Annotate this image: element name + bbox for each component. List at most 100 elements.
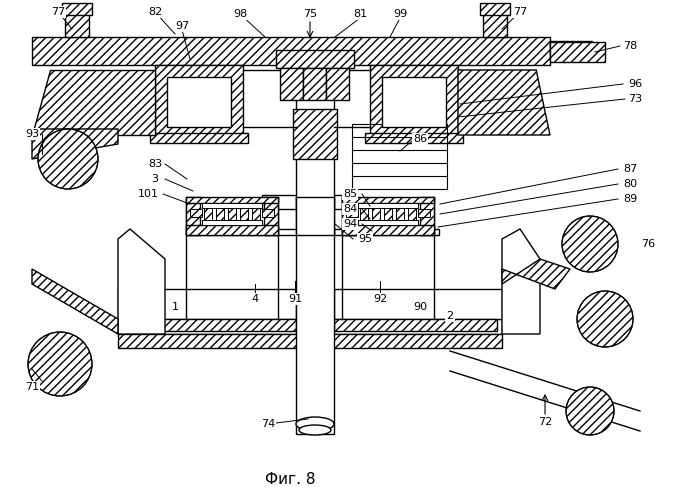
Circle shape xyxy=(577,291,633,347)
Polygon shape xyxy=(502,259,570,289)
Bar xyxy=(264,197,278,235)
Text: 97: 97 xyxy=(175,21,189,31)
Circle shape xyxy=(28,332,92,396)
Text: 99: 99 xyxy=(393,9,407,19)
Bar xyxy=(280,68,303,100)
Bar xyxy=(252,208,260,224)
Text: 87: 87 xyxy=(623,164,637,174)
Bar xyxy=(303,68,326,100)
Bar xyxy=(418,209,430,217)
Bar xyxy=(346,209,358,217)
Bar xyxy=(118,289,296,319)
Bar xyxy=(150,133,248,143)
Text: 3: 3 xyxy=(152,174,158,184)
Circle shape xyxy=(566,387,614,435)
Bar xyxy=(186,197,278,203)
Bar xyxy=(118,334,502,348)
Bar xyxy=(334,195,342,209)
Bar xyxy=(365,133,463,143)
Bar xyxy=(480,3,510,15)
Bar xyxy=(155,65,243,135)
Bar xyxy=(240,208,248,224)
Bar xyxy=(483,10,507,37)
Bar xyxy=(384,208,392,224)
Text: 98: 98 xyxy=(233,9,247,19)
Polygon shape xyxy=(502,229,540,334)
Text: 80: 80 xyxy=(623,179,637,189)
Bar xyxy=(420,197,434,235)
Text: 77: 77 xyxy=(51,7,65,17)
Bar xyxy=(262,209,274,217)
Polygon shape xyxy=(32,129,118,159)
Text: 81: 81 xyxy=(353,9,367,19)
Text: 4: 4 xyxy=(252,294,258,304)
Text: 85: 85 xyxy=(343,189,357,199)
Bar xyxy=(228,208,236,224)
Bar xyxy=(334,229,439,235)
Text: 74: 74 xyxy=(261,419,275,429)
Bar xyxy=(342,225,434,235)
Text: 73: 73 xyxy=(628,94,642,104)
Text: 71: 71 xyxy=(25,382,39,392)
Bar xyxy=(550,42,605,62)
Bar xyxy=(216,208,224,224)
Text: 75: 75 xyxy=(303,9,317,19)
Bar xyxy=(118,316,502,334)
Bar xyxy=(190,209,202,217)
Bar xyxy=(186,197,200,235)
Text: Фиг. 8: Фиг. 8 xyxy=(265,472,316,487)
Bar xyxy=(262,195,296,209)
Bar xyxy=(334,289,502,319)
Text: 101: 101 xyxy=(137,189,158,199)
Bar xyxy=(408,208,416,224)
Text: 86: 86 xyxy=(413,134,427,144)
Text: 78: 78 xyxy=(623,41,637,51)
Bar xyxy=(550,41,592,59)
Bar xyxy=(370,65,458,135)
Bar xyxy=(186,225,278,235)
Polygon shape xyxy=(118,229,165,334)
Bar xyxy=(202,220,262,225)
Text: 92: 92 xyxy=(373,294,387,304)
Bar xyxy=(396,208,404,224)
Text: 84: 84 xyxy=(343,204,357,214)
Polygon shape xyxy=(458,70,550,135)
Text: 76: 76 xyxy=(641,239,655,249)
Bar xyxy=(62,3,92,15)
Bar xyxy=(123,319,296,331)
Text: 72: 72 xyxy=(538,417,552,427)
Text: 95: 95 xyxy=(358,234,372,244)
Polygon shape xyxy=(32,269,118,334)
Circle shape xyxy=(562,216,618,272)
Bar xyxy=(296,94,334,434)
Bar xyxy=(342,197,356,235)
Bar xyxy=(372,208,380,224)
Bar xyxy=(360,208,368,224)
Polygon shape xyxy=(32,70,155,135)
Ellipse shape xyxy=(299,425,331,435)
Bar xyxy=(167,77,231,127)
Bar xyxy=(382,77,446,127)
Text: 89: 89 xyxy=(623,194,637,204)
Text: 2: 2 xyxy=(447,311,454,321)
Bar xyxy=(326,68,349,100)
Bar xyxy=(202,203,262,208)
Bar xyxy=(65,10,89,37)
Bar xyxy=(334,319,497,331)
Text: 90: 90 xyxy=(413,302,427,312)
Text: 1: 1 xyxy=(171,302,178,312)
Text: 77: 77 xyxy=(513,7,527,17)
Bar xyxy=(32,37,550,65)
Text: 93: 93 xyxy=(25,129,39,139)
Text: 82: 82 xyxy=(148,7,162,17)
Bar xyxy=(358,220,418,225)
Text: 91: 91 xyxy=(288,294,302,304)
Bar xyxy=(358,203,418,208)
Bar xyxy=(293,109,337,159)
Circle shape xyxy=(38,129,98,189)
Ellipse shape xyxy=(296,417,334,431)
Bar xyxy=(296,197,334,235)
Text: 96: 96 xyxy=(628,79,642,89)
Bar xyxy=(186,229,315,235)
Text: 83: 83 xyxy=(148,159,162,169)
